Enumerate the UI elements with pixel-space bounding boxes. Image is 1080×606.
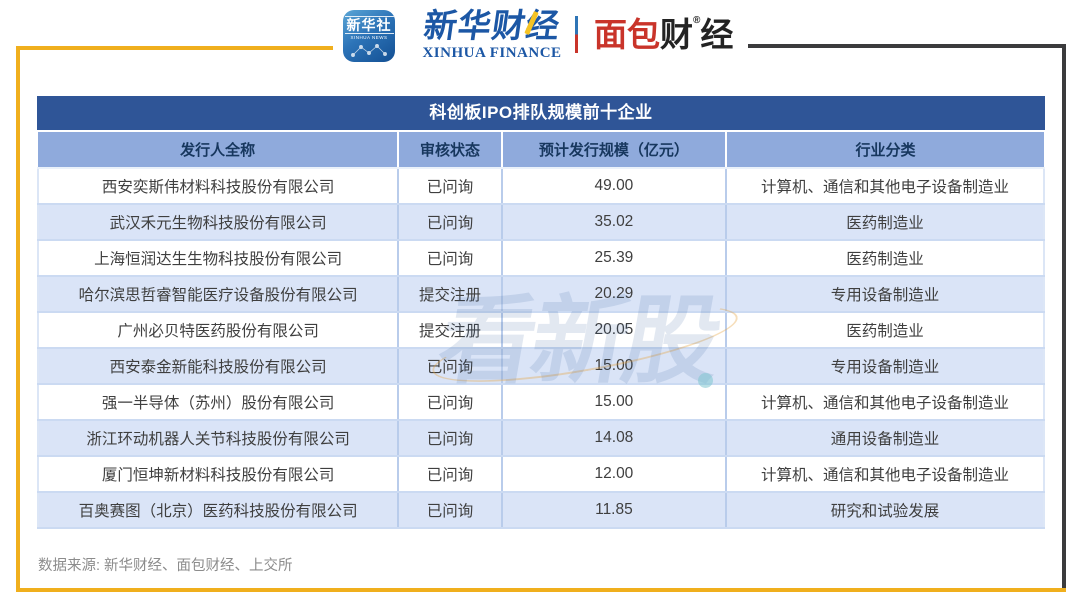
cell-industry: 计算机、通信和其他电子设备制造业 bbox=[726, 456, 1045, 493]
cell-issuer: 西安奕斯伟材料科技股份有限公司 bbox=[36, 168, 400, 205]
frame-left-gold-line bbox=[16, 46, 20, 592]
cell-scale: 25.39 bbox=[501, 240, 728, 277]
table-row: 百奥赛图（北京）医药科技股份有限公司 已问询 11.85 研究和试验发展 bbox=[36, 492, 1045, 529]
cell-status: 已问询 bbox=[398, 204, 503, 241]
data-source-note: 数据来源: 新华财经、面包财经、上交所 bbox=[38, 558, 293, 574]
table-row: 强一半导体（苏州）股份有限公司 已问询 15.00 计算机、通信和其他电子设备制… bbox=[36, 384, 1045, 421]
xinhua-finance-en-wordmark: XINHUA FINANCE bbox=[422, 45, 562, 61]
table-row: 浙江环动机器人关节科技股份有限公司 已问询 14.08 通用设备制造业 bbox=[36, 420, 1045, 457]
cell-scale: 35.02 bbox=[501, 204, 728, 241]
cell-status: 提交注册 bbox=[398, 276, 503, 313]
bread-finance-black-part-1: 财 bbox=[660, 16, 693, 53]
table-title: 科创板IPO排队规模前十企业 bbox=[37, 96, 1045, 130]
cell-issuer: 百奥赛图（北京）医药科技股份有限公司 bbox=[36, 492, 400, 529]
cell-industry: 计算机、通信和其他电子设备制造业 bbox=[726, 168, 1045, 205]
cell-scale: 20.05 bbox=[501, 312, 728, 349]
frame-top-dark-line bbox=[748, 44, 1066, 48]
cell-issuer: 广州必贝特医药股份有限公司 bbox=[36, 312, 400, 349]
table-row: 广州必贝特医药股份有限公司 提交注册 20.05 医药制造业 bbox=[36, 312, 1045, 349]
cell-scale: 14.08 bbox=[501, 420, 728, 457]
xinhua-news-app-icon: 新华社 XINHUA NEWS bbox=[343, 10, 395, 62]
bread-finance-red-part: 面包 bbox=[594, 16, 660, 53]
frame-bottom-gold-line bbox=[16, 588, 1066, 592]
cell-issuer: 强一半导体（苏州）股份有限公司 bbox=[36, 384, 400, 421]
cell-status: 已问询 bbox=[398, 240, 503, 277]
table-header-row: 发行人全称 审核状态 预计发行规模（亿元） 行业分类 bbox=[38, 132, 1044, 169]
table-row: 武汉禾元生物科技股份有限公司 已问询 35.02 医药制造业 bbox=[36, 204, 1045, 241]
header-logo-strip: 新华社 XINHUA NEWS 新华财经 XINHUA FINANCE 面包财®… bbox=[0, 0, 1080, 90]
cell-industry: 研究和试验发展 bbox=[726, 492, 1045, 529]
table-row: 西安泰金新能科技股份有限公司 已问询 15.00 专用设备制造业 bbox=[36, 348, 1045, 385]
cell-scale: 12.00 bbox=[501, 456, 728, 493]
table-row: 哈尔滨思哲睿智能医疗设备股份有限公司 提交注册 20.29 专用设备制造业 bbox=[36, 276, 1045, 313]
xinhua-news-icon-sublabel: XINHUA NEWS bbox=[350, 35, 388, 40]
table-row: 西安奕斯伟材料科技股份有限公司 已问询 49.00 计算机、通信和其他电子设备制… bbox=[36, 168, 1045, 205]
table-row: 上海恒润达生生物科技股份有限公司 已问询 25.39 医药制造业 bbox=[36, 240, 1045, 277]
registered-mark: ® bbox=[693, 15, 701, 26]
table-row: 厦门恒坤新材料科技股份有限公司 已问询 12.00 计算机、通信和其他电子设备制… bbox=[36, 456, 1045, 493]
cell-issuer: 武汉禾元生物科技股份有限公司 bbox=[36, 204, 400, 241]
cell-status: 已问询 bbox=[398, 384, 503, 421]
cell-status: 提交注册 bbox=[398, 312, 503, 349]
cell-issuer: 西安泰金新能科技股份有限公司 bbox=[36, 348, 400, 385]
cell-industry: 医药制造业 bbox=[726, 312, 1045, 349]
xinhua-finance-cn-wordmark: 新华财经 bbox=[421, 7, 563, 44]
ipo-table: 科创板IPO排队规模前十企业 发行人全称 审核状态 预计发行规模（亿元） 行业分… bbox=[36, 96, 1045, 529]
bread-finance-black-part-2: 经 bbox=[700, 16, 734, 53]
cell-status: 已问询 bbox=[398, 348, 503, 385]
cell-issuer: 哈尔滨思哲睿智能医疗设备股份有限公司 bbox=[36, 276, 400, 313]
constellation-icon bbox=[351, 44, 387, 57]
cell-industry: 医药制造业 bbox=[726, 204, 1045, 241]
cell-industry: 专用设备制造业 bbox=[726, 348, 1045, 385]
frame-right-dark-line bbox=[1062, 44, 1066, 590]
cell-issuer: 浙江环动机器人关节科技股份有限公司 bbox=[36, 420, 400, 457]
col-header-issuer: 发行人全称 bbox=[38, 132, 400, 169]
cell-issuer: 厦门恒坤新材料科技股份有限公司 bbox=[36, 456, 400, 493]
cell-industry: 计算机、通信和其他电子设备制造业 bbox=[726, 384, 1045, 421]
xinhua-news-icon-label: 新华社 bbox=[344, 16, 394, 34]
cell-industry: 通用设备制造业 bbox=[726, 420, 1045, 457]
cell-status: 已问询 bbox=[398, 168, 503, 205]
cell-scale: 49.00 bbox=[501, 168, 728, 205]
cell-status: 已问询 bbox=[398, 420, 503, 457]
cell-scale: 11.85 bbox=[501, 492, 728, 529]
cell-scale: 15.00 bbox=[501, 348, 728, 385]
cell-industry: 医药制造业 bbox=[726, 240, 1045, 277]
logo-divider-line bbox=[575, 16, 578, 53]
col-header-status: 审核状态 bbox=[398, 132, 503, 169]
cell-status: 已问询 bbox=[398, 456, 503, 493]
bread-finance-logo: 面包财®经 bbox=[594, 16, 733, 54]
cell-status: 已问询 bbox=[398, 492, 503, 529]
col-header-scale: 预计发行规模（亿元） bbox=[501, 132, 728, 169]
col-header-industry: 行业分类 bbox=[726, 132, 1044, 169]
cell-scale: 20.29 bbox=[501, 276, 728, 313]
frame-top-gold-line bbox=[16, 46, 333, 50]
cell-scale: 15.00 bbox=[501, 384, 728, 421]
cell-industry: 专用设备制造业 bbox=[726, 276, 1045, 313]
xinhua-finance-logo: 新华财经 XINHUA FINANCE bbox=[412, 7, 572, 62]
cell-issuer: 上海恒润达生生物科技股份有限公司 bbox=[36, 240, 400, 277]
